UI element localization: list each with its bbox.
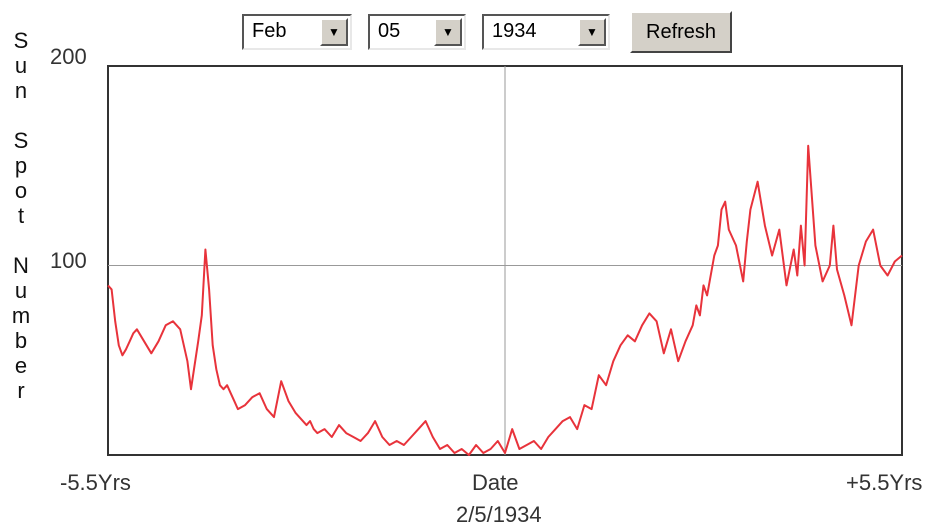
y-axis-letter: b <box>14 328 28 353</box>
y-axis-letter: o <box>14 178 28 203</box>
y-axis-letter: S <box>13 28 29 53</box>
refresh-button[interactable]: Refresh <box>630 11 733 53</box>
year-select[interactable]: 1934 ▼ <box>482 14 610 50</box>
y-axis-letter: N <box>13 253 29 278</box>
sunspot-series-line <box>107 144 903 456</box>
y-axis-letter: m <box>11 303 31 328</box>
y-axis-letter: r <box>17 378 25 403</box>
day-select[interactable]: 05 ▼ <box>368 14 466 50</box>
y-axis-letter: S <box>13 128 29 153</box>
y-axis-letter: u <box>14 53 28 78</box>
y-axis-letter: u <box>14 278 28 303</box>
y-axis-letter: e <box>14 353 28 378</box>
day-select-value: 05 <box>378 20 401 42</box>
chevron-down-icon[interactable]: ▼ <box>434 18 462 46</box>
x-tick-label-left: -5.5Yrs <box>60 470 131 495</box>
x-axis-title: Date <box>472 470 519 495</box>
y-axis-letter: p <box>14 153 28 178</box>
chevron-down-icon[interactable]: ▼ <box>320 18 348 46</box>
y-tick-label: 200 <box>50 44 87 69</box>
y-axis-letter: t <box>17 203 25 228</box>
y-axis-label: S u n S p o t N u m b e r <box>8 28 34 403</box>
chevron-down-icon[interactable]: ▼ <box>578 18 606 46</box>
center-date-label: 2/5/1934 <box>456 502 542 527</box>
x-tick-label-right: +5.5Yrs <box>846 470 923 495</box>
y-tick-label: 100 <box>50 248 87 273</box>
month-select-value: Feb <box>252 20 287 42</box>
year-select-value: 1934 <box>492 20 537 42</box>
date-controls: Feb ▼ 05 ▼ 1934 ▼ Refresh <box>242 11 733 53</box>
y-axis-letter: n <box>14 78 28 103</box>
month-select[interactable]: Feb ▼ <box>242 14 352 50</box>
